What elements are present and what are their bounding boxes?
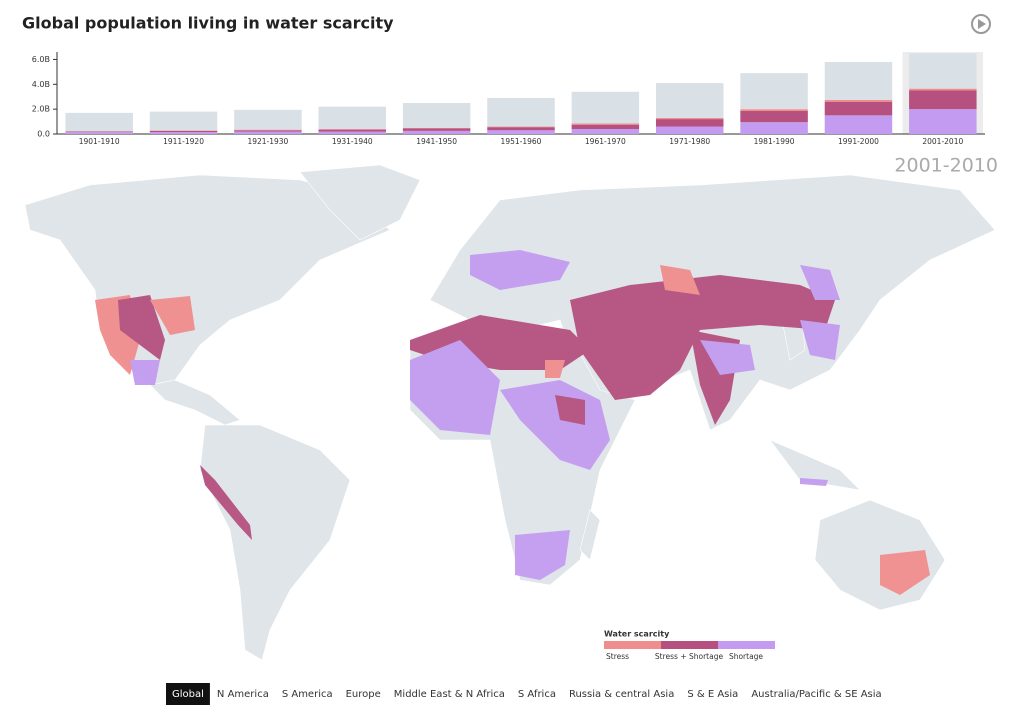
- y-tick-label: 4.0B: [32, 80, 50, 89]
- region-tab[interactable]: S & E Asia: [687, 689, 738, 700]
- region-tab[interactable]: Europe: [346, 689, 381, 700]
- legend-label: Shortage: [729, 652, 763, 661]
- bar-segment: [571, 123, 640, 125]
- title: Global population living in water scarci…: [22, 14, 394, 33]
- region-tab[interactable]: Russia & central Asia: [569, 689, 674, 700]
- bar-segment: [318, 106, 387, 130]
- x-tick-label: 2001-2010: [922, 137, 963, 146]
- play-button[interactable]: [971, 14, 991, 34]
- active-tab-bg: [166, 683, 210, 705]
- bar-segment: [824, 61, 893, 100]
- bar-segment: [824, 101, 893, 116]
- bar-segment: [65, 132, 133, 134]
- x-tick-label: 1951-1960: [501, 137, 542, 146]
- legend-label: Stress: [606, 652, 629, 661]
- bar-chart: 0.0 2.0B 4.0B 6.0B 1901-1910 1911-1920 1921-19…: [32, 52, 985, 146]
- x-tick-label: 1981-1990: [754, 137, 795, 146]
- bar-segment: [909, 109, 977, 134]
- bar-segment: [909, 53, 977, 89]
- bar-segment: [487, 126, 555, 128]
- region-tabs: Global N America S America Europe Middle Eas…: [166, 683, 882, 705]
- bar-segment: [234, 109, 302, 130]
- region-tab[interactable]: Middle East & N Africa: [394, 689, 505, 700]
- bar-segment: [740, 73, 808, 110]
- x-tick-label: 1921-1930: [247, 137, 288, 146]
- bar-segment: [149, 130, 218, 133]
- legend-title: Water scarcity: [604, 630, 670, 639]
- legend-swatch: [718, 641, 775, 649]
- legend-label: Stress + Shortage: [655, 652, 724, 661]
- region-tab[interactable]: N America: [217, 689, 269, 700]
- bar-segment: [234, 130, 302, 132]
- bar-segment: [402, 127, 471, 129]
- period-label: 2001-2010: [894, 155, 998, 177]
- bar-segment: [402, 102, 471, 128]
- x-tick-label: 1991-2000: [838, 137, 879, 146]
- y-tick-label: 2.0B: [32, 105, 50, 114]
- y-tick-label: 6.0B: [32, 55, 50, 64]
- bar-segment: [740, 122, 808, 134]
- bar-segment: [318, 131, 387, 134]
- bar-segment: [65, 112, 133, 132]
- x-tick-label: 1971-1980: [669, 137, 710, 146]
- bar-segment: [571, 124, 640, 130]
- bar-segment: [740, 109, 808, 112]
- x-tick-label: 1961-1970: [585, 137, 626, 146]
- bar-segment: [402, 130, 471, 134]
- bar-segment: [655, 117, 724, 120]
- bar-segment: [824, 99, 893, 102]
- bar-segment: [487, 97, 555, 127]
- bar-segment: [65, 131, 133, 133]
- x-tick-label: 1911-1920: [163, 137, 204, 146]
- legend-swatch: [604, 641, 661, 649]
- bar-segment: [487, 127, 555, 131]
- bar-segment: [824, 115, 893, 134]
- legend-swatch: [661, 641, 718, 649]
- bar-segment: [655, 83, 724, 118]
- x-tick-label: 1901-1910: [79, 137, 120, 146]
- bar-segment: [909, 90, 977, 110]
- x-tick-label: 1941-1950: [416, 137, 457, 146]
- region-tab[interactable]: Global: [172, 689, 204, 700]
- region-tab[interactable]: S Africa: [518, 689, 556, 700]
- bar-segment: [571, 129, 640, 134]
- legend: Water scarcity Stress Stress + Shortage Sh…: [604, 630, 775, 661]
- bar-segment: [655, 126, 724, 134]
- bar-segment: [571, 91, 640, 124]
- y-tick-label: 0.0: [37, 130, 50, 139]
- bar-segment: [234, 131, 302, 134]
- map: [24, 164, 996, 661]
- bar-segment: [318, 129, 387, 130]
- region-tab[interactable]: S America: [282, 689, 333, 700]
- bar-segment: [149, 132, 218, 134]
- x-tick-label: 1931-1940: [332, 137, 373, 146]
- bar-segment: [318, 129, 387, 132]
- bar-segment: [487, 130, 555, 134]
- bar-segment: [234, 129, 302, 131]
- bar-segment: [909, 88, 977, 91]
- bar-segment: [740, 111, 808, 123]
- bar-segment: [402, 128, 471, 131]
- bar-segment: [655, 119, 724, 127]
- region-tab[interactable]: Australia/Pacific & SE Asia: [751, 689, 881, 700]
- bar-segment: [149, 111, 218, 131]
